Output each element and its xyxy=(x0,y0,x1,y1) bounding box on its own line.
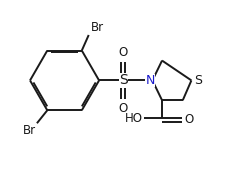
Text: O: O xyxy=(184,113,194,126)
Text: O: O xyxy=(119,102,128,115)
Text: Br: Br xyxy=(90,21,104,34)
Text: N: N xyxy=(145,74,155,87)
Text: Br: Br xyxy=(23,124,36,137)
Text: S: S xyxy=(194,74,202,87)
Text: S: S xyxy=(119,73,128,88)
Text: HO: HO xyxy=(125,112,143,125)
Text: O: O xyxy=(119,46,128,59)
